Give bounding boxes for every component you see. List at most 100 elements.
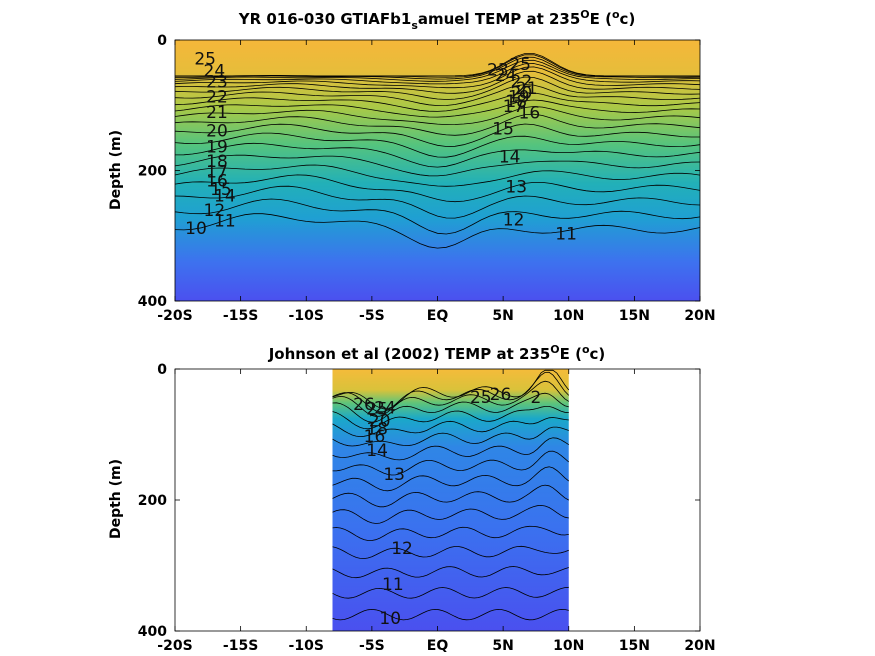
contour-label: 16 [206, 172, 228, 192]
contour-line [332, 417, 569, 438]
contour-line [174, 63, 701, 85]
contour-label: 25 [509, 55, 531, 75]
chart-title: Johnson et al (2002) TEMP at 235OE (oc) [268, 343, 606, 363]
contour-label: 21 [206, 103, 228, 123]
contour-line [174, 142, 701, 168]
contour-label: 13 [383, 465, 405, 485]
contour-label: 15 [492, 119, 514, 139]
contour-line [175, 56, 701, 80]
contour-lines [332, 369, 570, 621]
bottom-chart: Johnson et al (2002) TEMP at 235OE (oc) … [108, 343, 716, 654]
contour-line [332, 437, 570, 461]
contour-label: 26 [490, 385, 512, 405]
contour-lines [174, 53, 701, 249]
x-tick-label: 5N [492, 308, 513, 324]
contour-line [332, 504, 569, 524]
y-tick-label: 200 [138, 493, 167, 509]
contour-labels: 2524232221201918171615141211102524232221… [185, 50, 577, 245]
x-tick-label: 15N [619, 308, 650, 324]
contour-label: 24 [204, 61, 226, 81]
plot-area [174, 40, 701, 301]
contour-label: 23 [487, 61, 509, 81]
contour-label: 15 [210, 180, 232, 200]
x-tick-label: EQ [427, 308, 449, 324]
x-tick-label: -10S [289, 308, 324, 324]
contour-line [332, 450, 570, 476]
contour-label: 19 [206, 138, 228, 158]
x-tick-label: -20S [157, 638, 192, 654]
contour-label: 12 [503, 211, 525, 231]
contour-line [174, 185, 701, 219]
x-tick-label: -5S [359, 638, 385, 654]
contour-line [174, 59, 701, 82]
y-tick-label: 0 [157, 362, 167, 378]
contour-label: 12 [391, 539, 413, 559]
contour-label: 22 [206, 87, 228, 107]
contour-line [174, 106, 701, 126]
contour-label: 22 [511, 72, 533, 92]
y-tick-label: 200 [138, 164, 167, 180]
contour-line [174, 84, 701, 107]
contour-label: 2 [531, 388, 542, 408]
x-tick-label: 10N [553, 308, 584, 324]
contour-line [332, 566, 569, 579]
top-chart: YR 016-030 GTIAFb1samuel TEMP at 235OE (… [108, 8, 716, 324]
contour-line [332, 392, 569, 423]
contour-label: 18 [366, 419, 388, 439]
x-tick-label: 10N [553, 638, 584, 654]
axes: -20S -15S -10S -5S EQ 5N 10N 15N 20N 0 200 400 [138, 362, 716, 654]
contour-label: 12 [204, 201, 226, 221]
temperature-field [332, 369, 569, 631]
contour-line [332, 380, 570, 417]
contour-line [332, 586, 569, 599]
contour-line [174, 132, 701, 158]
contour-label: 17 [206, 162, 228, 182]
contour-line [332, 371, 570, 413]
plot-area [332, 369, 570, 631]
contour-label: 14 [366, 441, 388, 461]
x-tick-label: 20N [684, 308, 715, 324]
contour-line [332, 525, 569, 541]
contour-label: 18 [206, 152, 228, 172]
contour-line [174, 70, 701, 94]
contour-line [174, 154, 701, 177]
contour-line [174, 76, 701, 100]
contour-line [174, 92, 701, 112]
contour-label: 25 [470, 388, 492, 408]
x-tick-label: -10S [289, 638, 324, 654]
contour-label: 17 [503, 97, 525, 117]
x-tick-label: 20N [684, 638, 715, 654]
contour-line [332, 406, 569, 430]
contour-label: 10 [379, 609, 401, 629]
contour-line [332, 484, 569, 508]
contour-label: 14 [499, 147, 521, 167]
contour-line [332, 608, 569, 621]
axes: -20S -15S -10S -5S EQ 5N 10N 15N 20N 0 200 400 [138, 33, 716, 324]
contour-label: 13 [505, 177, 527, 197]
x-tick-label: -15S [223, 638, 258, 654]
y-tick-label: 400 [138, 624, 167, 640]
contour-line [174, 198, 701, 235]
contour-line [174, 174, 701, 203]
contour-label: 11 [382, 575, 404, 595]
contour-line [174, 213, 701, 249]
contour-label: 19 [508, 87, 530, 107]
chart-title: YR 016-030 GTIAFb1samuel TEMP at 235OE (… [238, 8, 636, 32]
x-tick-label: -5S [359, 308, 385, 324]
contour-line [174, 123, 700, 147]
contour-line [174, 164, 701, 187]
x-tick-label: -15S [223, 308, 258, 324]
y-tick-label: 0 [157, 33, 167, 49]
contour-label: 20 [369, 411, 391, 431]
contour-line [332, 466, 570, 492]
contour-label: 24 [374, 398, 396, 418]
contour-label: 10 [185, 219, 207, 239]
contour-label: 11 [214, 211, 236, 231]
y-tick-label: 400 [138, 294, 167, 310]
contour-label: 14 [214, 187, 236, 207]
contour-label: 16 [364, 427, 386, 447]
x-tick-label: -20S [157, 308, 192, 324]
contour-label: 23 [206, 72, 228, 92]
contour-label: 20 [511, 84, 533, 104]
